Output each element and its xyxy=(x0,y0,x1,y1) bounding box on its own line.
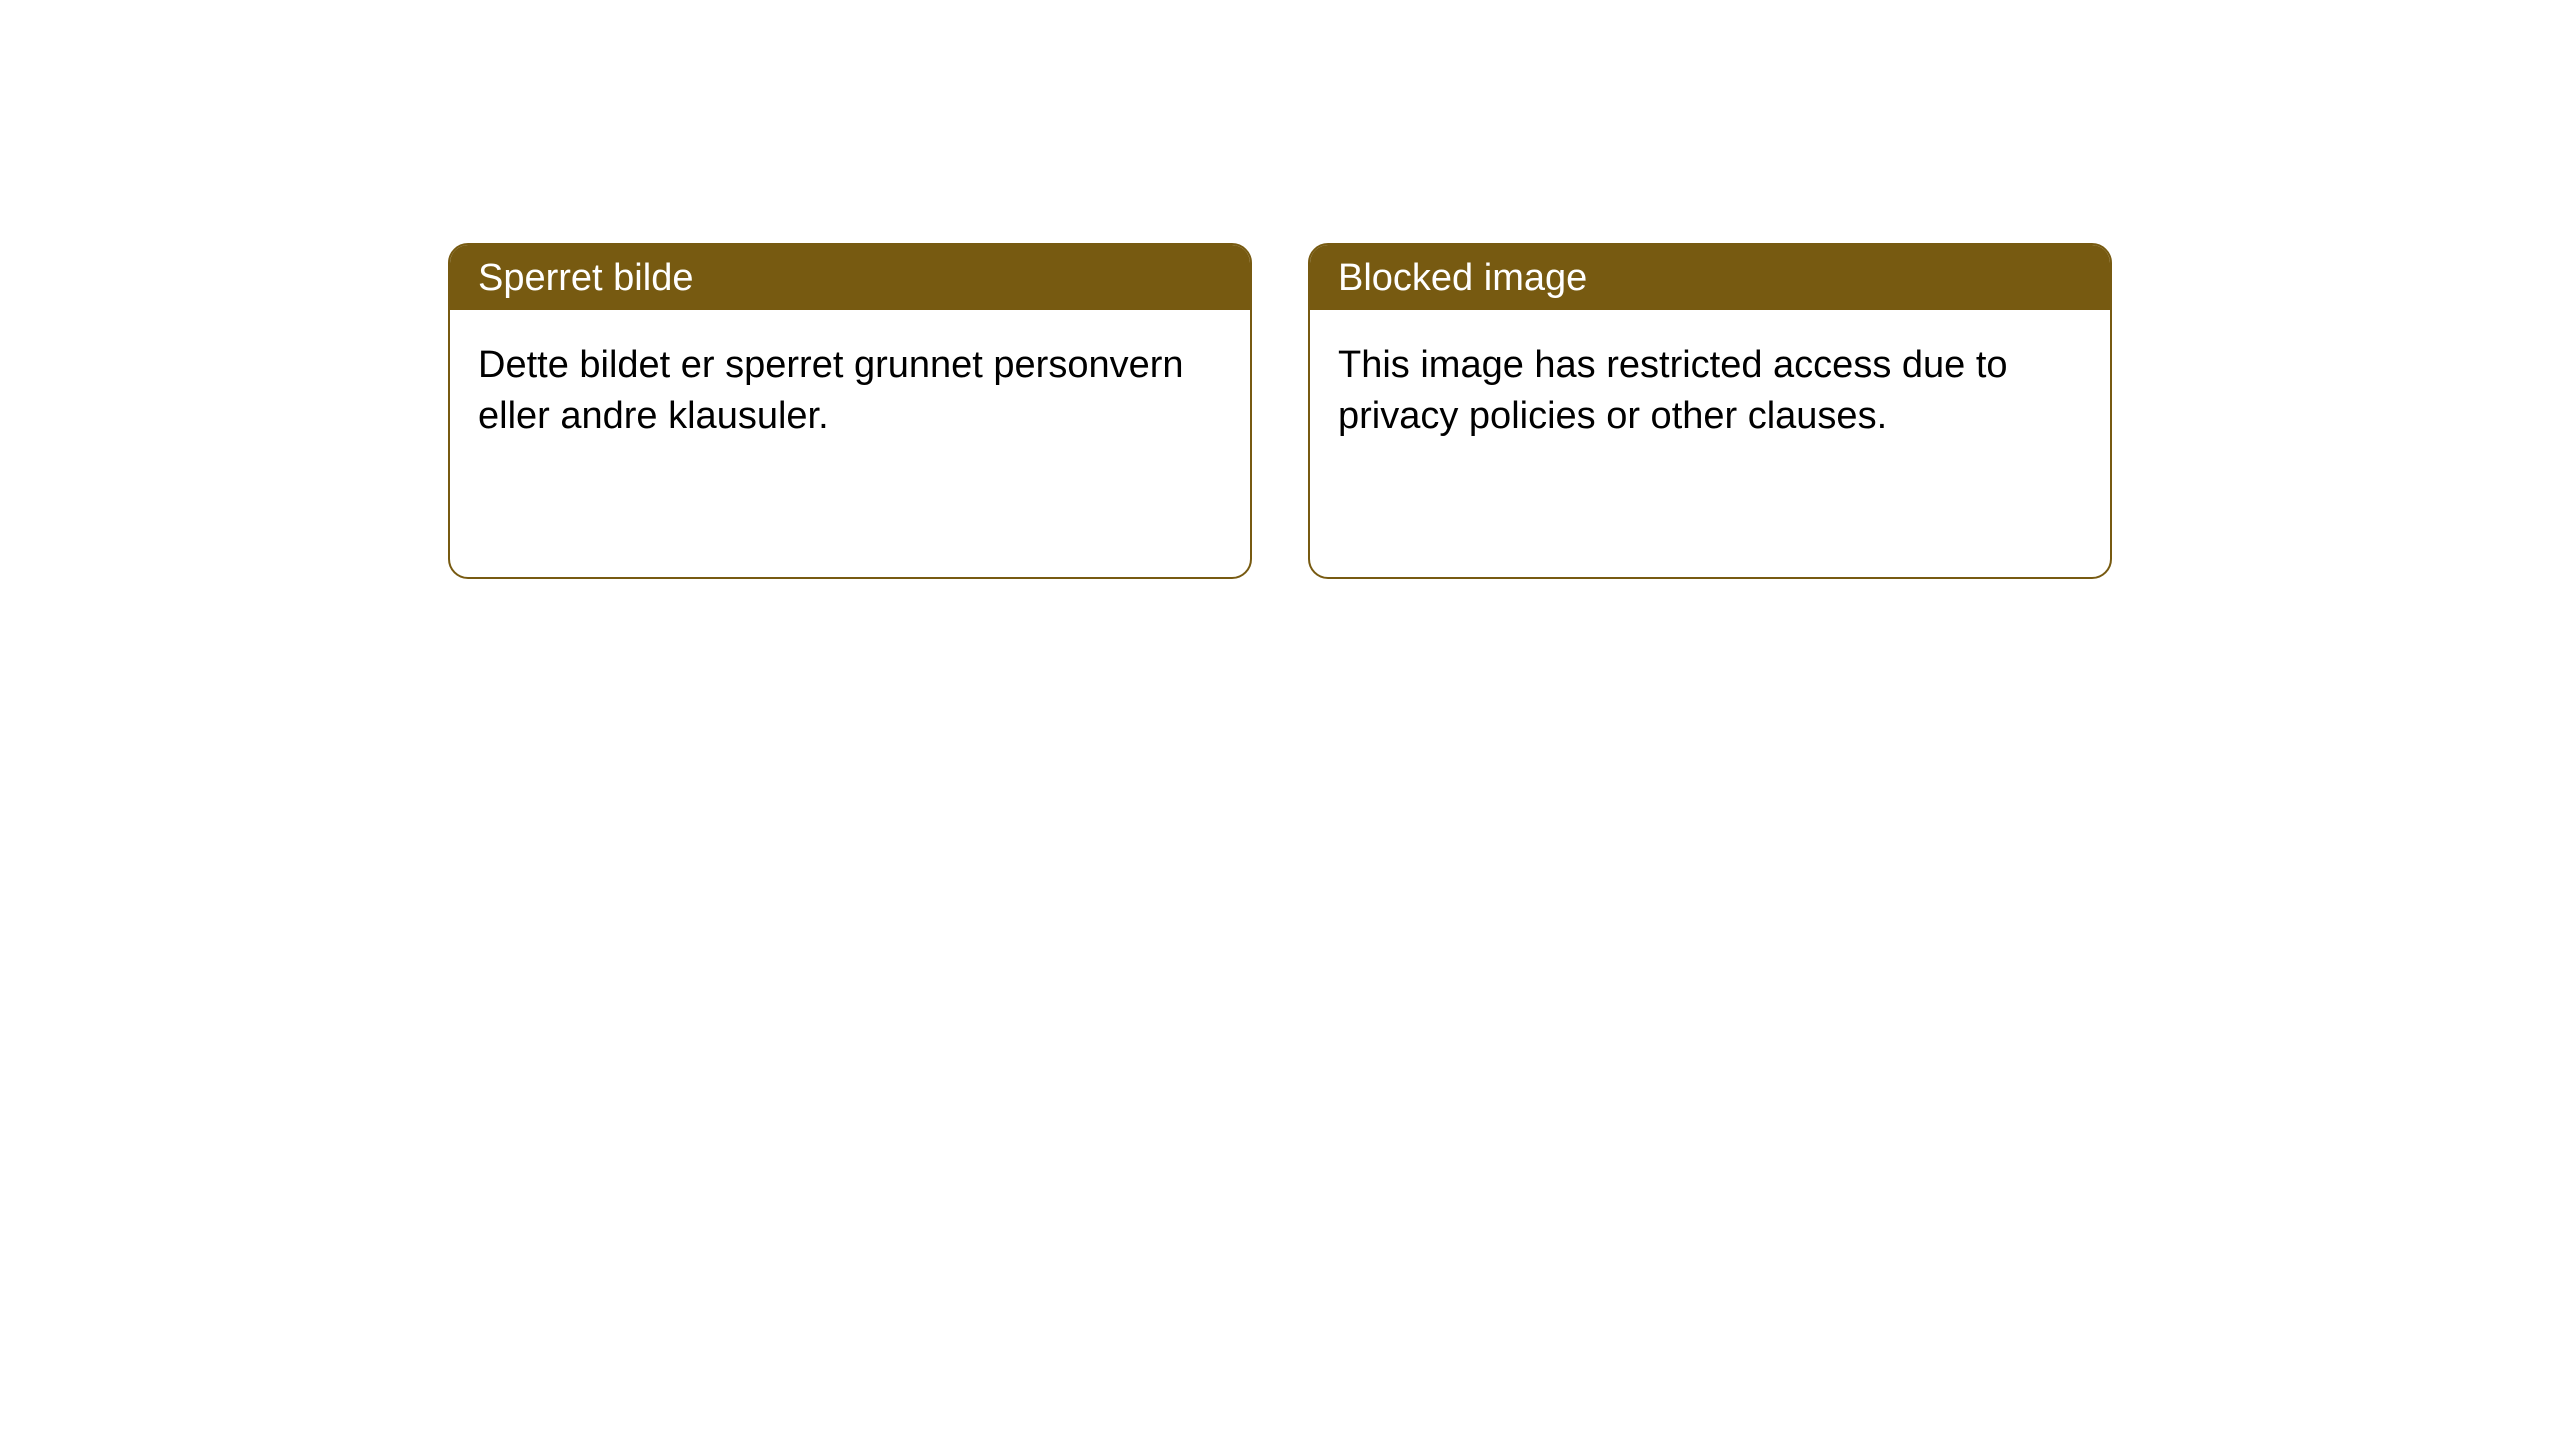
notice-header-en: Blocked image xyxy=(1310,245,2110,310)
notice-body-text-en: This image has restricted access due to … xyxy=(1338,344,2008,437)
notice-title-no: Sperret bilde xyxy=(478,257,693,299)
notice-cards-row: Sperret bilde Dette bildet er sperret gr… xyxy=(448,243,2112,579)
notice-body-no: Dette bildet er sperret grunnet personve… xyxy=(450,310,1250,577)
notice-card-no: Sperret bilde Dette bildet er sperret gr… xyxy=(448,243,1252,579)
notice-title-en: Blocked image xyxy=(1338,257,1587,299)
notice-header-no: Sperret bilde xyxy=(450,245,1250,310)
notice-body-text-no: Dette bildet er sperret grunnet personve… xyxy=(478,344,1184,437)
notice-body-en: This image has restricted access due to … xyxy=(1310,310,2110,577)
notice-card-en: Blocked image This image has restricted … xyxy=(1308,243,2112,579)
